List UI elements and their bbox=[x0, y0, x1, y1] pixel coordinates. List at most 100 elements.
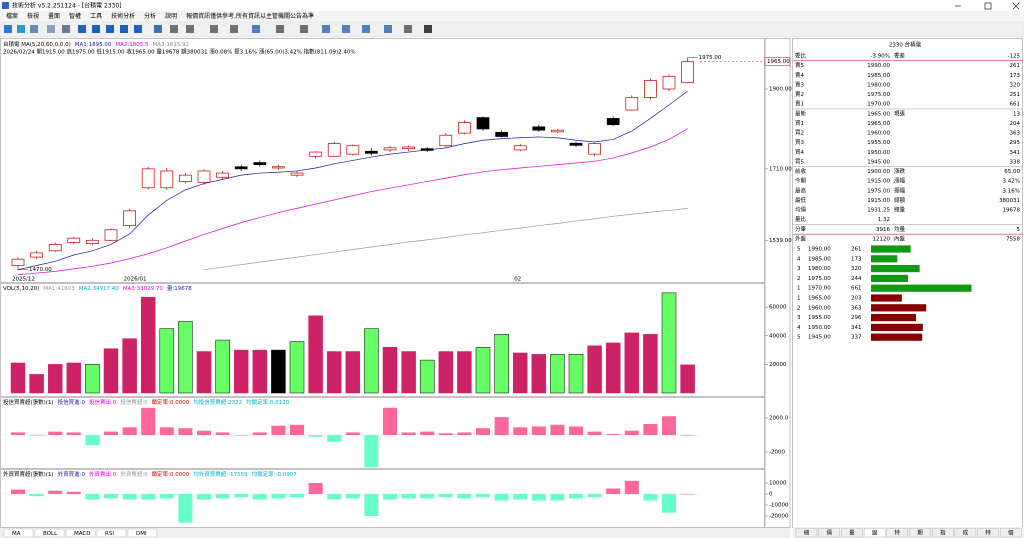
candle-body bbox=[197, 170, 211, 183]
tab[interactable] bbox=[3, 528, 34, 538]
header-part: 投信買進:0 bbox=[58, 398, 86, 406]
tool-icon[interactable] bbox=[186, 25, 194, 33]
quote-cell: 分筆 bbox=[795, 225, 807, 233]
menu-item[interactable]: 智權 bbox=[69, 12, 81, 20]
flow-bar bbox=[122, 427, 137, 435]
quote-cell: 前收 bbox=[795, 167, 807, 175]
quote-tab[interactable] bbox=[1000, 528, 1022, 538]
candle-body bbox=[272, 166, 285, 169]
tab-label: RSI bbox=[105, 531, 114, 537]
quote-tab[interactable] bbox=[909, 528, 931, 538]
menu-item[interactable]: 檔案 bbox=[6, 12, 18, 20]
y-tick-label: 40000 bbox=[769, 333, 787, 339]
volume-bar bbox=[475, 346, 491, 394]
flow-bar bbox=[159, 494, 174, 499]
tab[interactable] bbox=[127, 528, 158, 538]
tool-icon[interactable] bbox=[92, 25, 100, 33]
depth-bar bbox=[871, 255, 898, 263]
close-button[interactable] bbox=[1012, 2, 1020, 10]
tab-label: DMI bbox=[136, 531, 147, 537]
tool-icon[interactable] bbox=[120, 25, 128, 33]
tool-icon[interactable] bbox=[252, 25, 260, 33]
quote-tab[interactable] bbox=[795, 528, 818, 538]
quote-tab-label: 價 bbox=[826, 529, 832, 537]
flow-bar bbox=[197, 494, 211, 500]
tool-icon[interactable] bbox=[362, 25, 370, 33]
volume-bar bbox=[10, 362, 26, 394]
tool-icon[interactable] bbox=[170, 25, 178, 33]
candle-body bbox=[513, 145, 527, 151]
tool-icon[interactable] bbox=[106, 25, 114, 33]
quote-cell: 661 bbox=[1010, 102, 1021, 108]
quote-cell: 最高 bbox=[795, 186, 807, 194]
header-part: 投信買賣超(張數)(1) bbox=[3, 398, 54, 406]
tool-icon[interactable] bbox=[424, 25, 432, 33]
menu-item[interactable]: 說明 bbox=[165, 12, 177, 20]
tool-icon[interactable] bbox=[30, 25, 38, 33]
quote-tab[interactable] bbox=[886, 528, 908, 538]
quote-tab[interactable] bbox=[818, 528, 840, 538]
tool-icon[interactable] bbox=[342, 25, 350, 33]
quote-tab[interactable] bbox=[977, 528, 999, 538]
tool-icon[interactable] bbox=[276, 25, 284, 33]
flow-bar bbox=[345, 494, 360, 499]
quote-cell: 341 bbox=[1010, 150, 1021, 156]
quote-cell: 內盤 bbox=[894, 234, 906, 242]
tool-icon[interactable] bbox=[62, 25, 70, 33]
maximize-button[interactable] bbox=[984, 2, 992, 10]
candle-body bbox=[216, 172, 229, 178]
flow-bar bbox=[290, 424, 304, 435]
tool-icon[interactable] bbox=[384, 25, 392, 33]
tool-icon[interactable] bbox=[230, 25, 238, 33]
quote-cell: 量比 bbox=[795, 215, 807, 223]
depth-qty: 244 bbox=[851, 276, 862, 282]
flow-bar bbox=[141, 407, 156, 435]
tool-icon[interactable] bbox=[47, 25, 55, 33]
quote-cell: 1975.00 bbox=[867, 188, 890, 194]
candle-body bbox=[402, 146, 415, 150]
menu-item[interactable]: 畫面 bbox=[48, 12, 60, 20]
header-part: 外資買進:0 bbox=[58, 470, 86, 478]
header-part: 投信賣超:0 bbox=[120, 398, 148, 406]
flow-bar bbox=[66, 491, 81, 494]
tool-icon[interactable] bbox=[78, 25, 86, 33]
tool-icon[interactable] bbox=[154, 25, 162, 33]
menu-item[interactable]: 報價資訊僅供參考,所有資訊以主管機關公告為準 bbox=[186, 12, 314, 20]
quote-cell: 3916 bbox=[876, 227, 890, 233]
quote-tab[interactable] bbox=[841, 528, 863, 538]
flow-bar bbox=[383, 407, 397, 435]
flow-bar bbox=[29, 435, 44, 436]
tool-icon[interactable] bbox=[4, 25, 12, 33]
tool-icon[interactable] bbox=[322, 25, 330, 33]
depth-bar bbox=[871, 333, 923, 341]
candle-body bbox=[551, 129, 564, 133]
menu-item[interactable]: 技術分析 bbox=[111, 12, 135, 20]
quote-tab[interactable] bbox=[863, 528, 886, 538]
menu-item[interactable]: 工具 bbox=[90, 13, 102, 20]
quote-cell: 1965.00 bbox=[867, 121, 890, 127]
window-title: 技術分析 v5.2.251124 - [台積電 2330] bbox=[12, 2, 122, 10]
foreign-panel bbox=[0, 469, 765, 528]
tab[interactable] bbox=[96, 528, 127, 538]
menu-item[interactable]: 分析 bbox=[144, 12, 156, 20]
volume-bar bbox=[624, 332, 640, 394]
header-part: 鎖定率:0.0000 bbox=[152, 398, 190, 406]
menu-item[interactable]: 檢視 bbox=[27, 12, 39, 20]
tab-bar bbox=[0, 528, 790, 538]
tool-icon[interactable] bbox=[17, 25, 25, 33]
tool-icon[interactable] bbox=[210, 25, 218, 33]
tab[interactable] bbox=[34, 528, 65, 538]
volume-bar bbox=[66, 362, 82, 394]
tab[interactable] bbox=[65, 528, 96, 538]
quote-tab[interactable] bbox=[954, 528, 977, 538]
tool-icon[interactable] bbox=[134, 25, 142, 33]
flow-bar bbox=[476, 428, 490, 435]
tool-icon[interactable] bbox=[300, 25, 308, 33]
content: 台積電 MA(5,20,60,0,0,0) MA1:1895.00 MA2:1805… bbox=[0, 40, 1023, 538]
quote-tab[interactable] bbox=[932, 528, 954, 538]
quote-cell: 漲跌 bbox=[894, 167, 906, 175]
volume-bar bbox=[196, 351, 212, 394]
volume-bar bbox=[345, 351, 361, 394]
quote-cell: 現張 bbox=[894, 110, 906, 117]
tool-icon[interactable] bbox=[404, 25, 412, 33]
